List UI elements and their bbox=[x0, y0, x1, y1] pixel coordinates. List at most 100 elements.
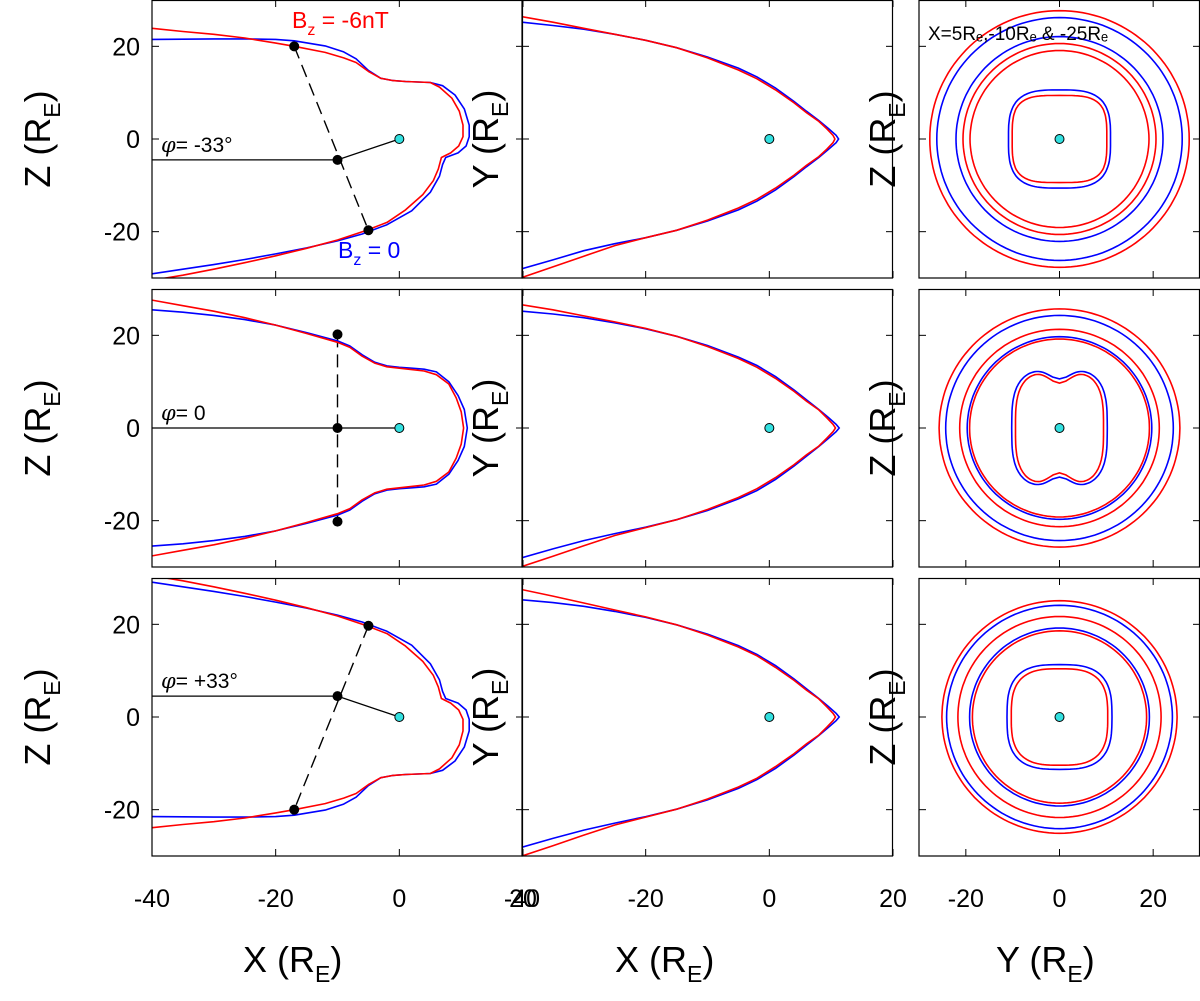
plot-frame bbox=[521, 288, 894, 568]
x-tick-label: 20 bbox=[1139, 885, 1167, 913]
bz-zero-cross-section-line bbox=[966, 335, 1153, 521]
bz-zero-label: Bz = 0 bbox=[338, 237, 400, 269]
bz-zero-boundary-line bbox=[522, 310, 841, 559]
bz-neg6-boundary-line bbox=[152, 578, 464, 829]
plot-frame bbox=[521, 577, 894, 857]
bz-zero-cross-section-line bbox=[944, 314, 1175, 542]
boundary-point-marker bbox=[332, 423, 343, 433]
curves-layer bbox=[152, 9, 1191, 856]
y-tick-label: 0 bbox=[126, 126, 140, 154]
bz-neg6-boundary-line bbox=[522, 15, 836, 278]
earth-marker bbox=[1054, 712, 1065, 722]
bz-neg6-cross-section-line bbox=[969, 49, 1150, 229]
x-tick-label: -40 bbox=[134, 885, 170, 913]
y-tick-label: -20 bbox=[104, 219, 140, 247]
y-axis-label: Z (RE) bbox=[17, 90, 65, 187]
y-axis-label: Z (RE) bbox=[862, 379, 910, 476]
panel-xz-3 bbox=[152, 578, 470, 829]
bz-neg6-boundary-line bbox=[522, 304, 837, 567]
bz-neg6-cross-section-line bbox=[941, 599, 1178, 835]
earth-marker bbox=[764, 712, 775, 722]
bz-neg6-cross-section-line bbox=[958, 328, 1161, 528]
boundary-point-marker bbox=[363, 225, 374, 236]
x-tick-label: -40 bbox=[504, 885, 540, 913]
y-tick-label: -20 bbox=[104, 797, 140, 825]
bz-neg6-boundary-line bbox=[522, 588, 837, 856]
earth-marker bbox=[394, 134, 405, 144]
y-tick-label: 0 bbox=[126, 704, 140, 732]
boundary-point-marker bbox=[332, 329, 343, 340]
boundary-point-marker bbox=[332, 516, 343, 527]
text-layer: Bz = -6nT Bz = 0 X=5Rₑ,-10Rₑ & -25Rₑ φ= … bbox=[17, 7, 1167, 987]
earth-marker bbox=[394, 712, 405, 722]
y-axis-label: Y (RE) bbox=[465, 90, 513, 189]
bz-neg6-cross-section-line bbox=[971, 629, 1148, 805]
boundary-point-marker bbox=[332, 691, 343, 702]
panel-xy-1 bbox=[522, 15, 840, 278]
bz-neg6-cross-section-line bbox=[1011, 94, 1108, 184]
y-tick-label: 20 bbox=[112, 33, 140, 61]
panel-xz-1 bbox=[152, 27, 470, 278]
bz-neg6-boundary-line bbox=[152, 299, 465, 557]
x-tick-label: 0 bbox=[392, 885, 406, 913]
x-axis-label: Y (RE) bbox=[996, 939, 1095, 987]
bz-zero-boundary-line bbox=[522, 599, 841, 848]
boundary-point-marker bbox=[363, 620, 374, 631]
earth-marker bbox=[1054, 134, 1065, 144]
bz-neg6-cross-section-line bbox=[968, 338, 1151, 518]
y-tick-label: 20 bbox=[112, 322, 140, 350]
bz-zero-boundary-line bbox=[522, 21, 840, 270]
bz-zero-cross-section-line bbox=[968, 627, 1151, 807]
bz-neg6-cross-section-line bbox=[928, 9, 1191, 269]
x-tick-label: -20 bbox=[628, 885, 664, 913]
bz-neg6-cross-section-line bbox=[1014, 373, 1105, 483]
y-axis-label: Z (RE) bbox=[862, 668, 910, 765]
y-tick-label: -20 bbox=[104, 508, 140, 536]
earth-marker bbox=[1054, 423, 1065, 433]
bz-neg6-label: Bz = -6nT bbox=[292, 7, 389, 39]
bz-neg6-boundary-line bbox=[152, 27, 464, 278]
x-tick-label: 20 bbox=[509, 885, 537, 913]
plot-frame bbox=[521, 0, 894, 279]
y-tick-label: 0 bbox=[126, 415, 140, 443]
dashed-connector bbox=[293, 625, 370, 810]
bz-neg6-cross-section-line bbox=[1010, 668, 1109, 766]
bz-zero-cross-section-line bbox=[955, 35, 1164, 243]
cross-section-label: X=5Rₑ,-10Rₑ & -25Rₑ bbox=[928, 24, 1108, 45]
x-tick-label: 0 bbox=[1053, 885, 1067, 913]
x-axis-label: X (RE) bbox=[615, 939, 714, 987]
phi-label: φ= -33° bbox=[161, 133, 233, 157]
earth-marker bbox=[764, 423, 775, 433]
boundary-point-marker bbox=[332, 154, 343, 165]
x-tick-label: 0 bbox=[762, 885, 776, 913]
y-axis-label: Z (RE) bbox=[862, 90, 910, 187]
phi-label: φ= 0 bbox=[161, 401, 206, 425]
y-axis-label: Z (RE) bbox=[17, 379, 65, 476]
y-axis-label: Z (RE) bbox=[17, 668, 65, 765]
phi-label: φ= +33° bbox=[161, 669, 238, 693]
x-axis-label: X (RE) bbox=[243, 939, 342, 987]
x-tick-label: 20 bbox=[879, 885, 907, 913]
bz-zero-boundary-line bbox=[152, 581, 470, 818]
bz-zero-cross-section-line bbox=[935, 16, 1184, 262]
boundary-point-marker bbox=[289, 804, 300, 815]
bz-neg6-cross-section-line bbox=[962, 42, 1157, 236]
x-tick-label: -20 bbox=[258, 885, 294, 913]
panel-yz-3 bbox=[941, 599, 1178, 835]
earth-marker bbox=[394, 423, 405, 433]
bz-zero-cross-section-line bbox=[1007, 89, 1112, 189]
bz-zero-cross-section-line bbox=[1006, 663, 1113, 771]
panel-yz-2 bbox=[938, 308, 1181, 548]
bz-zero-cross-section-line bbox=[945, 604, 1174, 830]
bz-neg6-cross-section-line bbox=[938, 308, 1181, 548]
y-axis-label: Y (RE) bbox=[465, 379, 513, 478]
boundary-point-marker bbox=[289, 41, 300, 52]
panel-xy-2 bbox=[522, 304, 841, 567]
dashed-connector bbox=[293, 46, 370, 231]
y-axis-label: Y (RE) bbox=[465, 668, 513, 767]
bz-zero-boundary-line bbox=[152, 309, 469, 547]
panel-yz-1 bbox=[928, 9, 1191, 269]
panel-xz-2 bbox=[152, 299, 469, 557]
panel-xy-3 bbox=[522, 588, 841, 856]
